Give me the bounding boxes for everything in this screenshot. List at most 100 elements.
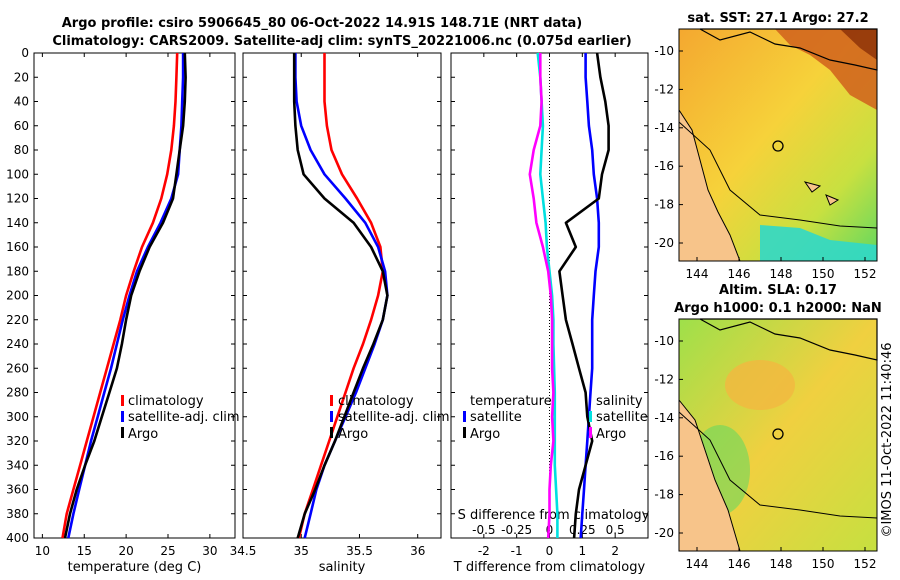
y-tick-label: 240: [6, 337, 29, 351]
warm-water-region: [775, 29, 877, 110]
legend-label-climatology: climatology: [338, 394, 414, 409]
series-line-climatology: [297, 53, 385, 539]
s-axis-label: S difference from climatology: [458, 508, 650, 523]
x-tick-label: 35: [294, 544, 309, 558]
map-x-tick-label: 150: [812, 267, 835, 281]
legend-swatch-argo: [121, 427, 124, 438]
s-tick-label: 0.5: [606, 523, 625, 537]
salinity-profile-panel: 34.5 35 35.5 36 salinity: [230, 52, 442, 575]
series-line-t-satellite: [579, 53, 601, 539]
bathymetry-contour: [678, 121, 878, 229]
cool-water-region: [760, 225, 877, 261]
temperature-legend: climatology satellite-adj. clim Argo: [121, 394, 240, 442]
legend-swatch-s-satellite: [589, 411, 592, 422]
map-y-tick-label: -20: [654, 526, 674, 540]
legend-swatch-satellite: [121, 411, 124, 422]
figure-title-line2: Climatology: CARS2009. Satellite-adj cli…: [52, 34, 631, 49]
s-tick-label: -0.25: [501, 523, 532, 537]
legend-label-s-argo: Argo: [596, 427, 626, 442]
sla-map-title-line1: Altim. SLA: 0.17: [719, 283, 837, 298]
legend-title-salinity: salinity: [596, 394, 643, 409]
map-y-tick-label: -18: [654, 198, 674, 212]
x-axis-label: salinity: [319, 560, 366, 575]
map-x-tick-label: 152: [854, 267, 877, 281]
map-y-tick-label: -12: [654, 82, 674, 96]
map-x-tick-label: 146: [728, 557, 751, 571]
x-axis-label: T difference from climatology: [453, 560, 646, 575]
sla-map-title-line2: Argo h1000: 0.1 h2000: NaN: [674, 301, 882, 316]
y-tick-label: 280: [6, 386, 29, 400]
x-tick-label: -1: [511, 544, 523, 558]
x-tick-label: 35.5: [346, 544, 373, 558]
sla-map-axes: 144 146 148 150 152 -10 -12 -14 -16 -18 -20: [654, 334, 876, 571]
x-tick-label: 20: [118, 544, 133, 558]
map-y-tick-label: -18: [654, 488, 674, 502]
legend-swatch-argo: [330, 427, 333, 438]
argo-position-marker: [772, 428, 784, 440]
hottest-water-region: [840, 29, 877, 60]
map-x-tick-label: 148: [770, 267, 793, 281]
y-tick-label: 380: [6, 507, 29, 521]
legend-label-argo: Argo: [128, 427, 158, 442]
series-line-argo: [292, 53, 389, 539]
argo-position-marker: [772, 140, 784, 152]
plot-frame: [242, 52, 442, 539]
legend-swatch-climatology: [121, 395, 124, 406]
series-line-t-argo: [558, 52, 610, 539]
y-tick-label: 120: [6, 192, 29, 206]
sst-map: [678, 28, 878, 262]
legend-swatch-satellite: [330, 411, 333, 422]
map-x-tick-label: 148: [770, 557, 793, 571]
legend-swatch-t-satellite: [463, 411, 466, 422]
legend-swatch-s-argo: [589, 427, 592, 438]
y-tick-label: 180: [6, 264, 29, 278]
y-tick-label: 100: [6, 167, 29, 181]
sst-map-axes: 144 146 148 150 152 -10 -12 -14 -16 -18 -20: [654, 44, 876, 281]
s-tick-label: -0.5: [472, 523, 495, 537]
y-tick-label: 260: [6, 361, 29, 375]
series-line-argo: [63, 52, 187, 539]
sst-map-frame: [678, 28, 878, 262]
map-x-tick-label: 150: [812, 557, 835, 571]
map-x-tick-label: 146: [728, 267, 751, 281]
map-y-tick-label: -20: [654, 236, 674, 250]
legend-label-argo: Argo: [338, 427, 368, 442]
x-tick-label: 36: [410, 544, 425, 558]
x-tick-label: 15: [77, 544, 92, 558]
y-tick-label: 360: [6, 483, 29, 497]
y-tick-label: 200: [6, 289, 29, 303]
y-tick-label: 140: [6, 216, 29, 230]
y-tick-label: 300: [6, 410, 29, 424]
temperature-profile-panel: 0 20 40 60 80 100 120 140 160 180 200 220 240 260 280 3…: [6, 46, 236, 575]
x-tick-label: 10: [35, 544, 50, 558]
legend-label-t-argo: Argo: [470, 427, 500, 442]
y-tick-label: 220: [6, 313, 29, 327]
legend-label-satellite: satellite-adj. clim: [128, 410, 240, 425]
bathymetry-contour: [678, 411, 878, 519]
map-y-tick-label: -14: [654, 121, 674, 135]
y-tick-label: 0: [21, 46, 29, 60]
map-y-tick-label: -12: [654, 372, 674, 386]
map-y-tick-label: -14: [654, 411, 674, 425]
series-line-s-argo: [528, 53, 555, 539]
legend-swatch-climatology: [330, 395, 333, 406]
map-y-tick-label: -16: [654, 449, 674, 463]
y-tick-label: 40: [14, 95, 29, 109]
x-tick-label: 30: [202, 544, 217, 558]
y-tick-label: 20: [14, 70, 29, 84]
sst-map-title: sat. SST: 27.1 Argo: 27.2: [687, 11, 868, 26]
map-x-tick-label: 144: [686, 557, 709, 571]
x-tick-label: 2: [611, 544, 619, 558]
map-x-tick-label: 152: [854, 557, 877, 571]
x-tick-label: 34.5: [230, 544, 257, 558]
sla-map: [678, 318, 878, 552]
x-tick-label: 25: [160, 544, 175, 558]
legend-label-s-satellite: satellite: [596, 410, 648, 425]
legend-label-climatology: climatology: [128, 394, 204, 409]
map-y-tick-label: -16: [654, 159, 674, 173]
y-tick-label: 340: [6, 458, 29, 472]
sla-high-region: [725, 360, 795, 410]
y-tick-label: 60: [14, 119, 29, 133]
legend-title-temperature: temperature: [470, 394, 552, 409]
